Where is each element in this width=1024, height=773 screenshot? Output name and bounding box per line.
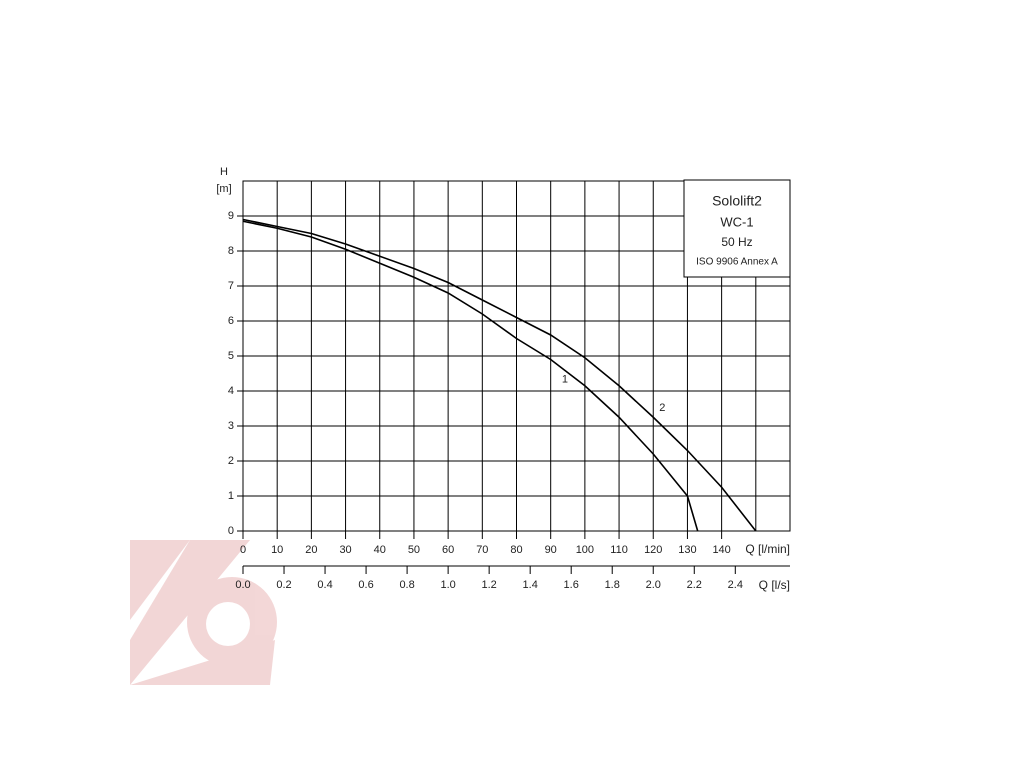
x2-tick-label: 2.0 <box>646 579 661 591</box>
y-axis-label: [m] <box>216 183 231 195</box>
x2-tick-label: 2.2 <box>687 579 702 591</box>
legend-box <box>683 179 791 278</box>
y-axis-label: H <box>220 166 228 178</box>
x2-tick-label: 0.4 <box>317 579 332 591</box>
y-tick-label: 5 <box>228 350 234 362</box>
x-tick-label: 60 <box>442 544 454 556</box>
x-tick-label: 40 <box>374 544 386 556</box>
x2-tick-label: 0.6 <box>358 579 373 591</box>
x2-tick-label: 1.6 <box>564 579 579 591</box>
y-tick-label: 0 <box>228 525 234 537</box>
legend-text: Sololift2 <box>712 193 762 209</box>
watermark-logo <box>130 540 277 685</box>
x2-tick-label: 0.0 <box>235 579 250 591</box>
x-tick-label: 20 <box>305 544 317 556</box>
x-tick-label: 80 <box>510 544 522 556</box>
x2-tick-label: 1.2 <box>481 579 496 591</box>
x-tick-label: 130 <box>678 544 696 556</box>
y-tick-label: 2 <box>228 455 234 467</box>
x-tick-label: 10 <box>271 544 283 556</box>
y-tick-label: 3 <box>228 420 234 432</box>
x2-tick-label: 2.4 <box>728 579 743 591</box>
x2-tick-label: 0.8 <box>399 579 414 591</box>
x-tick-label: 120 <box>644 544 662 556</box>
x2-tick-label: 0.2 <box>276 579 291 591</box>
y-tick-label: 9 <box>228 210 234 222</box>
legend-text: WC-1 <box>720 214 753 229</box>
x-tick-label: 100 <box>576 544 594 556</box>
y-tick-label: 4 <box>228 385 234 397</box>
legend-text: 50 Hz <box>721 235 752 249</box>
y-tick-label: 8 <box>228 245 234 257</box>
x-tick-label: 140 <box>712 544 730 556</box>
x-tick-label: 70 <box>476 544 488 556</box>
legend-text: ISO 9906 Annex A <box>696 257 778 268</box>
y-tick-label: 7 <box>228 280 234 292</box>
x-axis-label: Q [l/min] <box>745 542 790 556</box>
y-tick-label: 1 <box>228 490 234 502</box>
x-tick-label: 0 <box>240 544 246 556</box>
x-tick-label: 50 <box>408 544 420 556</box>
pump-curve <box>242 220 699 532</box>
pump-curve <box>242 218 757 532</box>
x-tick-label: 30 <box>339 544 351 556</box>
x2-tick-label: 1.4 <box>523 579 538 591</box>
curve-label: 2 <box>659 402 665 414</box>
x-tick-label: 90 <box>545 544 557 556</box>
y-tick-label: 6 <box>228 315 234 327</box>
x2-tick-label: 1.0 <box>440 579 455 591</box>
x-tick-label: 110 <box>610 544 628 556</box>
x2-tick-label: 1.8 <box>605 579 620 591</box>
curve-label: 1 <box>562 374 568 386</box>
x2-axis-label: Q [l/s] <box>759 578 790 592</box>
